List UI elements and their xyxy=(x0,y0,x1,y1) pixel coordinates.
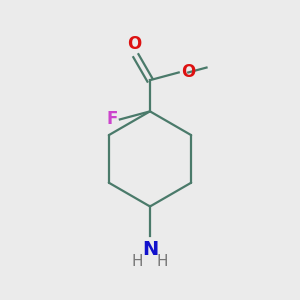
Text: F: F xyxy=(106,110,118,128)
Text: N: N xyxy=(142,240,158,259)
Text: H: H xyxy=(132,254,143,269)
Text: O: O xyxy=(127,35,142,53)
Text: H: H xyxy=(157,254,168,269)
Text: O: O xyxy=(181,64,195,82)
